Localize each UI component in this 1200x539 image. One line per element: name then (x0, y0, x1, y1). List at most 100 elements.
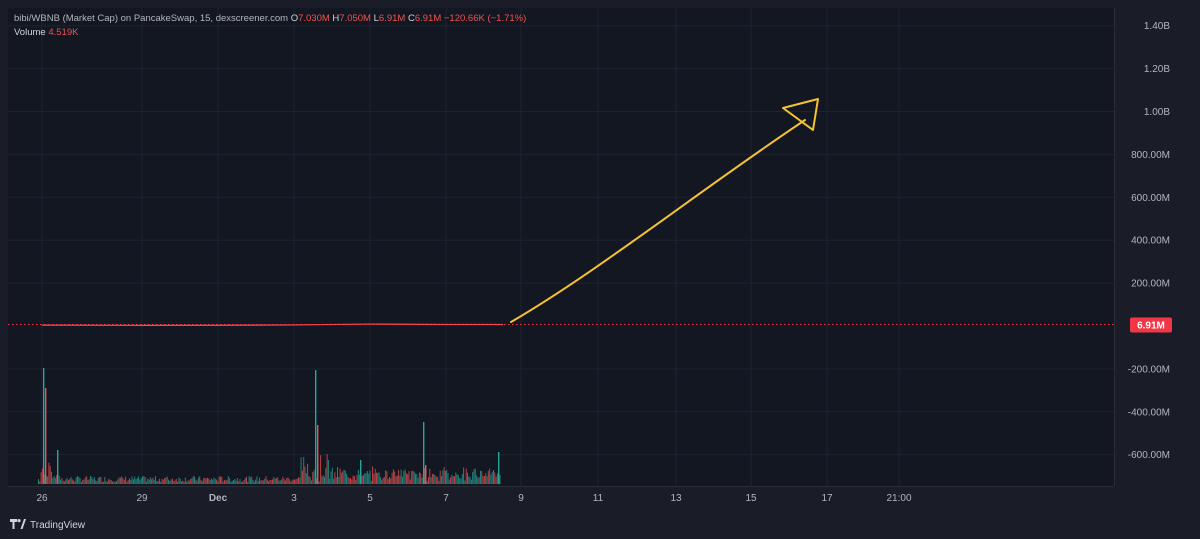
volume-bar (231, 481, 233, 484)
volume-bar (213, 477, 215, 484)
volume-bar (340, 472, 342, 484)
volume-bar (157, 480, 159, 484)
volume-bar (223, 479, 225, 484)
volume-bar (429, 468, 431, 484)
volume-bar (64, 481, 65, 484)
volume-bar (366, 471, 368, 484)
volume-bar (127, 480, 129, 484)
volume-bar (374, 468, 376, 484)
low-label: L (373, 13, 379, 24)
volume-bar (298, 477, 299, 484)
volume-bar (442, 470, 444, 484)
volume-bar (343, 469, 345, 484)
last-price-badge (1130, 317, 1172, 333)
volume-bar (101, 481, 103, 484)
volume-bar (291, 480, 293, 484)
y-tick-label: 400.00M (1131, 236, 1170, 247)
volume-bar (305, 473, 307, 484)
plot-area[interactable] (8, 8, 1114, 486)
volume-bar (326, 454, 328, 484)
volume-bar (74, 481, 76, 484)
x-tick-label: 7 (443, 493, 449, 504)
volume-bar (312, 472, 314, 484)
volume-bar (415, 473, 416, 484)
volume-bar (321, 476, 323, 484)
volume-bar (110, 480, 112, 484)
volume-bar (455, 472, 457, 484)
high-value: 7.050M (339, 13, 371, 24)
volume-bar (272, 479, 273, 484)
volume-bar (468, 476, 470, 484)
volume-bar (426, 481, 428, 484)
volume-bar (73, 480, 75, 484)
open-value: 7.030M (298, 13, 330, 24)
volume-bar (135, 479, 137, 484)
volume-bar (201, 481, 203, 484)
volume-bar (352, 475, 354, 484)
volume-bar (166, 476, 168, 484)
volume-bar (48, 462, 50, 484)
volume-bar (481, 471, 483, 484)
volume-bar (309, 477, 311, 484)
volume-bar (78, 476, 80, 484)
volume-bar (347, 476, 349, 484)
volume-bar (77, 476, 78, 484)
volume-bar (151, 479, 153, 484)
volume-bar (308, 475, 310, 484)
volume-bar (174, 480, 176, 484)
volume-bar (428, 477, 429, 484)
volume-bar (460, 478, 462, 484)
volume-bar (467, 472, 468, 484)
volume-bar (350, 478, 351, 484)
volume-bar (431, 473, 433, 484)
grid-lines (8, 8, 1114, 486)
volume-bar (447, 473, 449, 484)
volume-bar (281, 479, 283, 484)
volume-bar (257, 481, 259, 484)
symbol-title: bibi/WBNB (Market Cap) on PancakeSwap, 1… (14, 13, 289, 24)
volume-bar (51, 471, 52, 484)
volume-bar (200, 479, 202, 484)
volume-bar (184, 477, 186, 484)
volume-peak-bar (425, 465, 427, 484)
price-line (41, 323, 504, 326)
volume-bar (122, 478, 124, 484)
volume-bar (264, 478, 266, 484)
volume-bar (187, 480, 189, 484)
volume-bar (217, 481, 219, 484)
volume-bar (108, 479, 110, 484)
volume-bar (295, 479, 297, 484)
volume-label: Volume (14, 27, 46, 38)
volume-bar (303, 457, 305, 484)
volume-peak-bar (315, 370, 317, 484)
y-tick-label: 800.00M (1131, 150, 1170, 161)
volume-bar (109, 479, 111, 484)
volume-bar (391, 472, 393, 484)
volume-bar (239, 479, 241, 484)
volume-bars (38, 368, 501, 484)
y-tick-label: 1.40B (1144, 21, 1170, 32)
tradingview-branding[interactable]: TradingView (10, 519, 85, 532)
volume-bar (161, 478, 163, 484)
volume-bar (91, 476, 93, 484)
volume-bar (324, 476, 325, 484)
volume-bar (209, 479, 211, 484)
volume-bar (299, 477, 301, 484)
volume-bar (365, 473, 367, 484)
volume-bar (403, 471, 405, 484)
volume-bar (444, 470, 446, 484)
volume-bar (495, 476, 497, 484)
volume-peak-bar (360, 460, 362, 484)
volume-bar (465, 468, 467, 484)
volume-bar (144, 477, 146, 484)
volume-bar (304, 466, 306, 484)
volume-bar (262, 480, 264, 484)
volume-bar (373, 473, 375, 484)
high-label: H (332, 13, 340, 24)
volume-bar (469, 476, 471, 484)
volume-bar (356, 474, 358, 484)
volume-bar (183, 481, 185, 484)
change-value: −120.66K (−1.71%) (443, 13, 527, 24)
volume-bar (225, 480, 227, 484)
